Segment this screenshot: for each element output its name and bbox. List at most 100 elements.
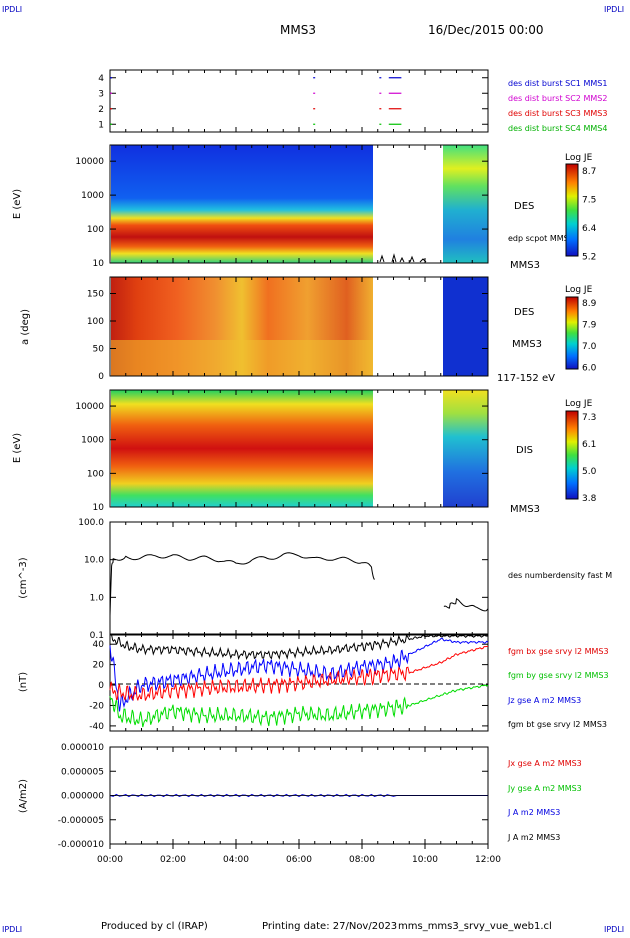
des-pitch-y-label: 50: [93, 345, 105, 355]
legend-jy: Jy gse A m2 MMS3: [507, 784, 582, 793]
corner-label-tl: IPDLI: [2, 5, 22, 14]
des-pitch-ylabel: a (deg): [20, 309, 31, 345]
legend-jx: Jx gse A m2 MMS3: [507, 759, 582, 768]
des-pitch-y-label: 150: [87, 290, 104, 300]
des-energy-colorbar-title: Log JE: [565, 153, 593, 163]
density-series-label: des numberdensity fast M: [508, 571, 612, 580]
corner-label-bl: IPDLI: [2, 925, 22, 934]
bfield-ylabel: (nT): [18, 672, 29, 692]
corner-label-br: IPDLI: [604, 925, 624, 934]
burst-y-label: 1: [98, 120, 104, 130]
dis-energy-colorbar: [565, 410, 579, 500]
footer-filename: mms_mms3_srvy_vue_web1.cl: [398, 921, 552, 932]
x-tick-label: 12:00: [475, 855, 501, 865]
des-pitch-energy-range: 117-152 eV: [497, 373, 555, 384]
des-energy-spectrogram-late: [443, 145, 488, 263]
des-pitch-colorbar: [565, 296, 579, 370]
des-pitch-spectrogram-late: [443, 277, 488, 376]
x-tick-label: 08:00: [349, 855, 375, 865]
dis-energy-instrument: DIS: [516, 445, 533, 456]
dis-energy-colorbar-title: Log JE: [565, 399, 593, 409]
dis-energy-spacecraft: MMS3: [510, 504, 540, 515]
burst-y-label: 2: [98, 105, 104, 115]
des-energy-y-label: 100: [87, 225, 104, 235]
panel-bfield: 40 20 0 -20 -40 (nT) fgm bx gse srvy l2 MMS3…: [18, 633, 609, 732]
density-y-label: 0.1: [90, 631, 104, 641]
des-energy-cbar-tick: 8.7: [582, 167, 596, 177]
density-series-line: [443, 598, 489, 612]
bfield-series-line: [109, 637, 489, 712]
legend-by: fgm by gse srvy l2 MMS3: [508, 671, 609, 680]
dis-energy-cbar-tick: 7.3: [582, 413, 596, 423]
panel-bfield-frame: [109, 633, 489, 732]
x-tick-label: 04:00: [223, 855, 249, 865]
bfield-series-line: [109, 645, 489, 702]
x-tick-label: 02:00: [160, 855, 186, 865]
des-pitch-cbar-tick: 7.9: [582, 321, 597, 331]
burst-y-label: 3: [98, 89, 104, 99]
des-pitch-y-label: 100: [87, 317, 104, 327]
des-energy-y-label: 10000: [75, 157, 104, 167]
des-energy-y-label: 10: [93, 259, 105, 269]
legend-jz: J A m2 MMS3: [507, 808, 560, 817]
des-pitch-instrument: DES: [514, 307, 534, 318]
bfield-series-line: [109, 684, 489, 728]
burst-y-label: 4: [98, 74, 104, 84]
mission-title: MMS3: [280, 23, 316, 37]
bfield-y-label: 20: [93, 661, 105, 671]
bfield-y-label: 0: [98, 681, 104, 691]
date-title: 16/Dec/2015 00:00: [428, 23, 544, 37]
des-energy-spacecraft: MMS3: [510, 260, 540, 271]
x-tick-label: 10:00: [412, 855, 438, 865]
des-energy-cbar-tick: 7.5: [582, 196, 596, 206]
bfield-y-label: -20: [89, 701, 104, 711]
density-y-label: 10.0: [84, 556, 104, 566]
legend-mms2-burst: des dist burst SC2 MMS2: [508, 94, 607, 103]
des-energy-spectrogram: [111, 145, 373, 263]
dis-energy-y-label: 1000: [81, 436, 104, 446]
des-energy-colorbar: [565, 163, 579, 257]
panel-density-frame: [109, 521, 489, 636]
legend-mms1-burst: des dist burst SC1 MMS1: [508, 79, 607, 88]
des-energy-y-label: 1000: [81, 191, 104, 201]
panel-dis-energy: E (eV) 10 100 1000 10000 DIS MMS3 Log JE 7.…: [12, 389, 597, 515]
current-ylabel: (A/m2): [18, 779, 29, 813]
dis-energy-cbar-tick: 3.8: [582, 494, 597, 504]
des-energy-overlay-label: edp scpot MMS3: [508, 234, 574, 243]
des-pitch-colorbar-title: Log JE: [565, 285, 593, 295]
x-tick-label: 00:00: [97, 855, 123, 865]
current-y-label: -0.000010: [58, 840, 104, 850]
dis-energy-cbar-tick: 5.0: [582, 467, 597, 477]
des-pitch-cbar-tick: 6.0: [582, 364, 597, 374]
dis-energy-y-label: 100: [87, 469, 104, 479]
legend-jtotal: J A m2 MMS3: [507, 833, 560, 842]
dis-energy-y-label: 10000: [75, 402, 104, 412]
footer-produced: Produced by cl (IRAP): [101, 921, 208, 932]
density-ylabel: (cm^-3): [18, 557, 29, 598]
current-y-label: 0.000000: [61, 792, 104, 802]
current-y-label: 0.000010: [61, 743, 104, 753]
current-y-label: -0.000005: [58, 816, 104, 826]
des-energy-instrument: DES: [514, 201, 534, 212]
legend-bt: fgm bt gse srvy l2 MMS3: [508, 720, 607, 729]
x-tick-label: 06:00: [286, 855, 312, 865]
current-y-label: 0.000005: [61, 767, 104, 777]
time-axis: 00:00 02:00 04:00 06:00 08:00 10:00 12:00: [97, 70, 501, 865]
des-pitch-spacecraft: MMS3: [512, 339, 542, 350]
density-series-line: [109, 552, 375, 616]
dis-energy-cbar-tick: 6.1: [582, 440, 596, 450]
bfield-y-label: -40: [89, 722, 104, 732]
legend-mms4-burst: des dist burst SC4 MMS4: [508, 124, 607, 133]
panel-burst: 1 2 3 4 des dist burst SC1 MMS1 des dist bu…: [98, 69, 607, 133]
des-pitch-cbar-tick: 7.0: [582, 342, 597, 352]
legend-bx: fgm bx gse srvy l2 MMS3: [508, 647, 609, 656]
corner-label-tr: IPDLI: [604, 5, 624, 14]
panel-current: 0.000010 0.000005 0.000000 -0.000005 -0.0000…: [18, 743, 582, 850]
dis-energy-y-label: 10: [93, 503, 105, 513]
panel-des-pitch: a (deg) 0 50 100 150 DES MMS3 117-152 eV Lo…: [20, 276, 597, 384]
des-pitch-lower-band: [111, 340, 373, 376]
footer-printing-date: Printing date: 27/Nov/2023: [262, 921, 397, 932]
legend-mms3-burst: des dist burst SC3 MMS3: [508, 109, 607, 118]
dis-energy-spectrogram: [111, 390, 373, 507]
